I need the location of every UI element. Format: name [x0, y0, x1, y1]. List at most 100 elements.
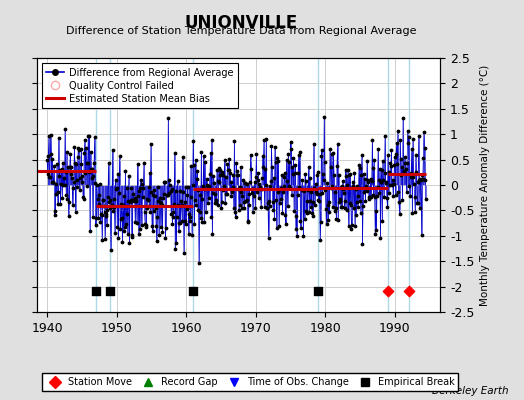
Point	[52, 181, 60, 187]
Point	[106, 205, 115, 211]
Point	[160, 179, 169, 186]
Point	[189, 182, 197, 188]
Point	[328, 150, 336, 157]
Point	[93, 182, 101, 189]
Point	[289, 171, 297, 178]
Point	[332, 216, 341, 222]
Point	[230, 138, 238, 144]
Point	[236, 201, 244, 208]
Point	[134, 160, 142, 167]
Point	[413, 200, 421, 206]
Point	[314, 288, 323, 294]
Point	[385, 190, 393, 196]
Point	[223, 191, 231, 197]
Point	[73, 184, 81, 190]
Point	[419, 155, 428, 161]
Point	[194, 187, 203, 194]
Point	[169, 208, 177, 215]
Point	[217, 205, 225, 211]
Point	[176, 188, 184, 194]
Point	[245, 191, 254, 197]
Point	[129, 191, 137, 198]
Point	[183, 192, 192, 198]
Point	[402, 189, 411, 195]
Point	[318, 190, 326, 196]
Point	[54, 134, 63, 141]
Point	[50, 162, 58, 169]
Point	[148, 223, 156, 229]
Point	[401, 154, 409, 160]
Point	[315, 191, 324, 197]
Point	[327, 184, 335, 191]
Point	[107, 204, 116, 210]
Point	[145, 184, 153, 191]
Point	[305, 208, 313, 215]
Point	[332, 204, 340, 211]
Point	[75, 147, 83, 153]
Point	[45, 174, 53, 180]
Point	[392, 140, 401, 146]
Point	[311, 181, 320, 187]
Point	[128, 233, 137, 240]
Point	[286, 184, 294, 191]
Point	[161, 235, 170, 241]
Point	[216, 167, 224, 174]
Point	[302, 207, 310, 214]
Point	[201, 186, 210, 192]
Point	[160, 178, 168, 185]
Point	[156, 194, 165, 201]
Point	[297, 225, 305, 231]
Point	[306, 198, 314, 204]
Point	[410, 180, 418, 187]
Point	[322, 221, 331, 228]
Point	[347, 226, 356, 232]
Point	[56, 166, 64, 173]
Point	[168, 221, 177, 227]
Point	[44, 153, 52, 160]
Point	[48, 179, 56, 185]
Point	[258, 153, 267, 159]
Point	[231, 214, 239, 220]
Point	[378, 158, 387, 164]
Point	[76, 175, 84, 182]
Point	[71, 160, 79, 167]
Point	[303, 210, 312, 216]
Point	[71, 208, 80, 215]
Point	[344, 167, 352, 174]
Point	[262, 136, 270, 142]
Point	[197, 148, 205, 155]
Point	[113, 185, 121, 192]
Point	[377, 167, 386, 173]
Point	[235, 184, 244, 190]
Point	[329, 150, 337, 156]
Point	[91, 180, 100, 186]
Point	[320, 114, 329, 120]
Point	[410, 194, 419, 200]
Point	[292, 213, 301, 219]
Point	[364, 177, 373, 183]
Point	[154, 184, 162, 190]
Point	[99, 196, 107, 203]
Point	[338, 203, 346, 210]
Point	[92, 215, 101, 221]
Point	[81, 137, 89, 144]
Point	[291, 162, 299, 168]
Point	[178, 202, 186, 208]
Point	[118, 238, 127, 245]
Point	[343, 207, 351, 213]
Point	[337, 204, 345, 210]
Point	[227, 178, 236, 185]
Point	[227, 193, 235, 199]
Point	[50, 212, 59, 218]
Point	[103, 222, 111, 228]
Point	[60, 175, 68, 181]
Point	[146, 209, 155, 216]
Point	[300, 188, 308, 194]
Point	[84, 133, 92, 139]
Legend: Difference from Regional Average, Quality Control Failed, Estimated Station Mean: Difference from Regional Average, Qualit…	[41, 63, 238, 108]
Point	[334, 216, 342, 223]
Point	[95, 201, 103, 207]
Point	[264, 200, 272, 206]
Point	[293, 232, 301, 239]
Point	[177, 198, 185, 204]
